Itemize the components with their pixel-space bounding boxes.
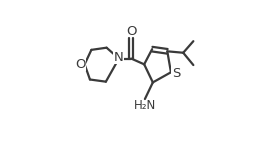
Text: O: O bbox=[126, 25, 136, 38]
Text: H₂N: H₂N bbox=[134, 99, 156, 112]
Text: S: S bbox=[172, 67, 180, 80]
Text: N: N bbox=[114, 51, 124, 64]
Text: O: O bbox=[75, 58, 86, 71]
